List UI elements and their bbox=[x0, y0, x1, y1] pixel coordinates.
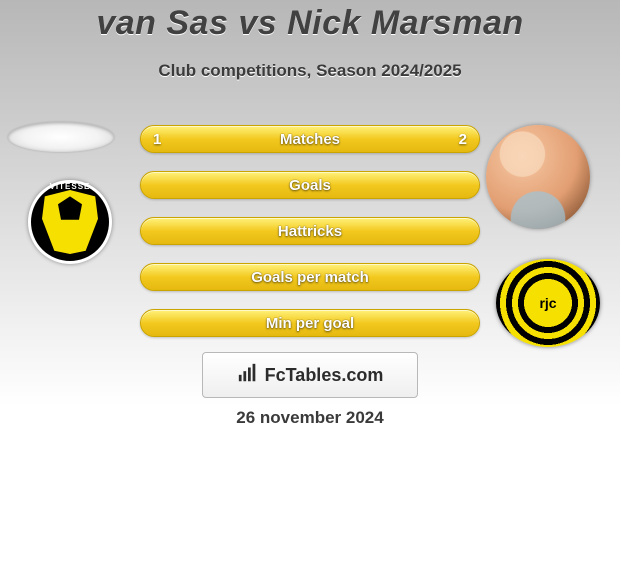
infographic-canvas: van Sas vs Nick Marsman Club competition… bbox=[0, 0, 620, 580]
stats-table: 1Matches2 Goals Hattricks Goals per match Mi… bbox=[140, 125, 480, 355]
player-left-avatar bbox=[8, 122, 114, 152]
stat-value-right bbox=[455, 310, 479, 336]
stat-value-right bbox=[455, 264, 479, 290]
stat-row: Goals bbox=[140, 171, 480, 199]
stat-value-right bbox=[455, 218, 479, 244]
stat-label: Matches bbox=[141, 126, 479, 152]
club-badge-right: rjc bbox=[496, 259, 600, 347]
shield-icon bbox=[42, 190, 98, 254]
page-title: van Sas vs Nick Marsman bbox=[0, 4, 620, 43]
stat-label: Hattricks bbox=[141, 218, 479, 244]
club-badge-left: VITESSE bbox=[28, 180, 112, 264]
player-right-avatar bbox=[486, 125, 590, 229]
stat-label: Goals per match bbox=[141, 264, 479, 290]
stat-row: Goals per match bbox=[140, 263, 480, 291]
bar-chart-icon bbox=[237, 362, 259, 389]
stat-row: Hattricks bbox=[140, 217, 480, 245]
stat-value-right bbox=[455, 172, 479, 198]
stat-label: Min per goal bbox=[141, 310, 479, 336]
watermark-text: FcTables.com bbox=[265, 365, 384, 386]
stat-row: 1Matches2 bbox=[140, 125, 480, 153]
page-subtitle: Club competitions, Season 2024/2025 bbox=[0, 61, 620, 81]
footer-date: 26 november 2024 bbox=[0, 408, 620, 428]
watermark-box: FcTables.com bbox=[202, 352, 418, 398]
stat-row: Min per goal bbox=[140, 309, 480, 337]
stat-label: Goals bbox=[141, 172, 479, 198]
club-badge-right-text: rjc bbox=[525, 280, 571, 326]
stat-value-right: 2 bbox=[447, 126, 479, 152]
club-badge-left-text: VITESSE bbox=[50, 182, 91, 191]
